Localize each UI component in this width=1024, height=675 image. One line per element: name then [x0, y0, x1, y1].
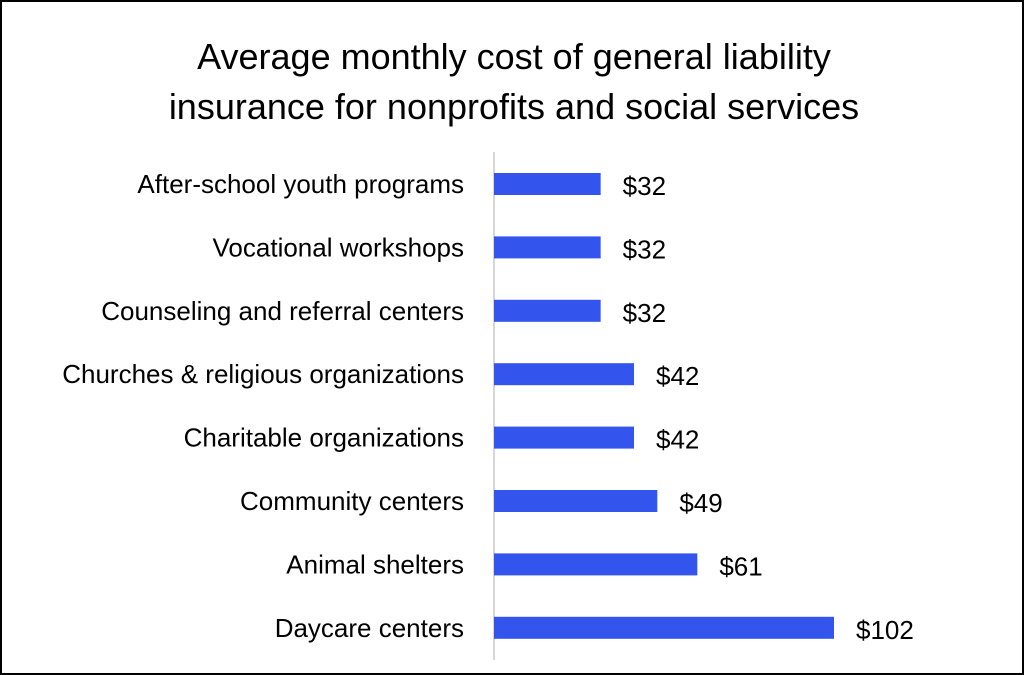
chart-title-line-1: Average monthly cost of general liabilit…	[197, 36, 831, 77]
bar	[494, 299, 601, 322]
chart-title: Average monthly cost of general liabilit…	[2, 32, 1024, 132]
category-label: Community centers	[240, 486, 464, 516]
bar	[494, 173, 601, 195]
data-label: $61	[719, 551, 762, 581]
bar	[494, 553, 698, 576]
data-label: $32	[623, 234, 666, 264]
chart-title-line-2: insurance for nonprofits and social serv…	[168, 86, 860, 127]
category-label: Charitable organizations	[184, 423, 464, 453]
data-label: $49	[679, 488, 722, 518]
category-label: Counseling and referral centers	[101, 296, 464, 326]
bar	[494, 426, 634, 449]
bar	[494, 236, 601, 259]
bar	[494, 490, 658, 512]
data-label: $102	[856, 615, 914, 645]
category-label: Daycare centers	[275, 613, 464, 643]
bar	[494, 363, 634, 386]
bar	[494, 616, 834, 639]
category-label: Animal shelters	[286, 549, 464, 579]
data-label: $32	[623, 171, 666, 201]
category-label: Vocational workshops	[213, 232, 464, 262]
data-label: $32	[623, 298, 666, 328]
category-label: Churches & religious organizations	[62, 359, 464, 389]
data-label: $42	[656, 361, 699, 391]
category-label: After-school youth programs	[137, 169, 464, 199]
data-label: $42	[656, 425, 699, 455]
